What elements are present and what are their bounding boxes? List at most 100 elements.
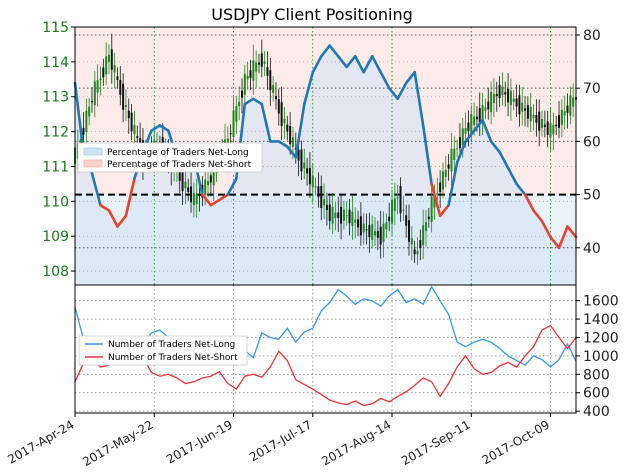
candle-body <box>207 180 210 186</box>
candle-body <box>107 54 110 62</box>
candle-body <box>133 124 136 135</box>
candle-body <box>430 196 433 222</box>
left-tick-label: 110 <box>42 194 69 210</box>
candle-body <box>382 223 385 242</box>
candle-body <box>274 96 277 100</box>
net-short-segment <box>218 193 230 202</box>
candle-body <box>291 137 294 147</box>
candle-body <box>204 179 207 195</box>
left-tick-label: 112 <box>42 125 69 141</box>
net-long-segment <box>252 97 264 106</box>
candle-body <box>441 171 444 190</box>
net-short-segment <box>107 209 119 228</box>
legend-net-short-swatch <box>83 159 103 168</box>
candle-body <box>521 102 524 112</box>
x-tick-label: 2017-Sep-11 <box>399 417 473 468</box>
candle-body <box>249 70 252 78</box>
net-long-segment <box>277 140 289 148</box>
candle-body <box>105 56 108 75</box>
top-panel: 108 109 110 111 112 113 114 115 40 50 60 70 80 <box>42 20 601 286</box>
candle-body <box>359 216 362 236</box>
count-net-long-line <box>74 285 577 368</box>
candle-body <box>252 60 255 81</box>
net-long-segment <box>498 150 510 170</box>
positioning-line <box>73 44 578 250</box>
net-long-segment <box>362 54 374 74</box>
candle-body <box>351 211 354 226</box>
candle-body <box>504 92 507 95</box>
left-tick-label: 115 <box>42 20 69 36</box>
chart-title: USDJPY Client Positioning <box>211 5 413 24</box>
legend-net-short-label: Percentage of Traders Net-Short <box>107 160 252 170</box>
net-long-segment <box>294 102 306 159</box>
candle-body <box>289 126 292 145</box>
net-short-segment <box>549 235 561 250</box>
right-tick-label: 80 <box>583 28 601 44</box>
candle-body <box>402 209 405 211</box>
candle-body <box>408 220 410 242</box>
candle-body <box>357 219 360 228</box>
legend-count-short-label: Number of Traders Net-Short <box>108 353 238 363</box>
net-long-segment <box>489 140 501 154</box>
usdjpy-candles <box>74 33 577 265</box>
x-tick-label: 2017-Jun-19 <box>164 417 235 466</box>
x-tick-label: 2017-Oct-09 <box>480 417 552 467</box>
net-long-segment <box>464 129 476 143</box>
right-tick-label: 400 <box>583 404 610 420</box>
net-long-segment <box>404 70 417 85</box>
candle-body <box>102 67 105 78</box>
right-tick-label: 1200 <box>583 330 619 346</box>
legend-net-long-label: Percentage of Traders Net-Long <box>107 148 249 158</box>
legend-count-long-label: Number of Traders Net-Long <box>108 340 235 350</box>
candle-body <box>405 215 408 226</box>
net-long-segment <box>379 70 391 90</box>
candle-body <box>563 111 566 116</box>
candle-body <box>119 79 122 95</box>
candle-body <box>473 116 476 126</box>
candle-body <box>342 209 345 221</box>
candle-body <box>416 251 419 255</box>
net-short-segment <box>201 193 213 207</box>
candle-body <box>345 215 348 217</box>
candle-body <box>88 106 91 117</box>
net-long-segment <box>260 102 272 143</box>
candle-body <box>280 102 283 127</box>
candle-body <box>450 148 453 172</box>
candle-body <box>396 197 399 199</box>
candle-body <box>311 175 314 188</box>
candle-body <box>243 73 246 95</box>
net-long-segment <box>515 182 527 196</box>
net-long-segment <box>387 86 400 101</box>
net-short-segment <box>566 225 578 239</box>
net-long-segment <box>243 97 255 106</box>
candle-body <box>300 149 303 172</box>
candle-body <box>116 76 119 80</box>
candle-body <box>90 101 93 103</box>
candle-body <box>190 186 193 203</box>
candle-body <box>195 194 198 205</box>
net-long-segment <box>311 54 323 74</box>
candle-body <box>481 105 484 120</box>
candle-body <box>365 229 368 231</box>
bottom-panel-frame <box>74 284 577 414</box>
candle-body <box>555 124 558 127</box>
candle-body <box>422 225 425 246</box>
candle-body <box>286 124 289 132</box>
candle-body <box>277 99 280 114</box>
candle-body <box>362 223 365 233</box>
right-tick-label: 40 <box>583 241 601 257</box>
candle-body <box>512 98 515 102</box>
candle-body <box>419 240 422 249</box>
candle-body <box>334 212 337 219</box>
candle-body <box>524 108 527 111</box>
candle-body <box>433 195 436 208</box>
legend-bottom: Number of Traders Net-Long Number of Tra… <box>78 335 248 366</box>
legend-top: Percentage of Traders Net-Long Percentag… <box>77 142 263 173</box>
right-tick-label: 1400 <box>583 312 619 328</box>
net-long-segment <box>370 54 383 74</box>
candle-body <box>184 181 187 189</box>
candle-body <box>229 132 232 135</box>
net-long-segment <box>447 161 459 207</box>
net-long-segment <box>336 54 349 69</box>
net-long-segment <box>396 81 408 101</box>
